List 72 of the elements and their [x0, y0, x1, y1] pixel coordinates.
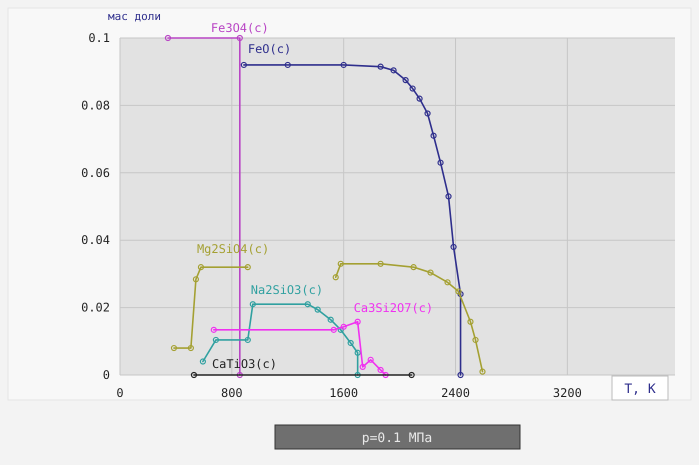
- point: [430, 132, 437, 139]
- series-label: FeO(c): [248, 42, 292, 56]
- series-label: Ca3Si2O7(c): [354, 300, 434, 315]
- y-axis-title: мас доли: [108, 10, 161, 23]
- point: [244, 264, 251, 270]
- point: [479, 368, 486, 375]
- point: [377, 64, 384, 70]
- point: [437, 160, 444, 166]
- x-tick-label: 1600: [329, 386, 358, 400]
- point: [354, 318, 361, 325]
- point: [457, 291, 464, 298]
- point: [330, 326, 337, 333]
- point: [354, 350, 361, 356]
- y-tick-label: 0.1: [88, 31, 110, 45]
- point: [354, 372, 361, 378]
- point: [236, 372, 243, 378]
- y-tick-label: 0.04: [81, 233, 110, 248]
- y-tick-label: 0.02: [81, 300, 110, 315]
- point: [427, 269, 434, 276]
- point: [457, 372, 464, 378]
- point: [190, 372, 198, 378]
- point: [382, 372, 389, 378]
- point: [455, 288, 462, 295]
- point: [314, 306, 321, 313]
- point: [340, 62, 347, 68]
- point: [328, 316, 334, 323]
- text: p=0.1 МПа: [362, 431, 432, 446]
- series-label: Na2SiO3(c): [250, 283, 324, 298]
- point: [377, 260, 384, 267]
- point: [472, 336, 479, 344]
- point: [467, 318, 474, 325]
- point: [244, 336, 251, 344]
- point: [284, 62, 291, 68]
- point: [192, 276, 200, 282]
- x-tick-label: 2400: [441, 386, 470, 400]
- point: [444, 279, 451, 286]
- point: [304, 301, 311, 308]
- point: [212, 336, 219, 344]
- series-label: Fe3O4(c): [210, 21, 269, 35]
- point: [188, 344, 194, 352]
- point: [408, 372, 415, 378]
- point: [170, 344, 178, 352]
- point: [390, 67, 397, 74]
- x-tick-label: 0: [116, 386, 124, 400]
- point: [200, 358, 206, 365]
- point: [250, 301, 256, 308]
- point: [348, 340, 354, 346]
- point: [450, 244, 457, 250]
- x-tick-label: 3200: [552, 386, 582, 400]
- point: [338, 326, 344, 333]
- point: [424, 110, 431, 117]
- point: [236, 34, 243, 42]
- point: [360, 364, 366, 370]
- x-tick-label: 800: [220, 386, 243, 400]
- point: [377, 366, 384, 374]
- point: [338, 260, 344, 267]
- point: [445, 193, 452, 200]
- y-tick-label: 0: [102, 368, 110, 382]
- point: [410, 85, 416, 92]
- point: [332, 274, 339, 280]
- point: [198, 264, 204, 270]
- point: [210, 326, 217, 333]
- point: [240, 62, 247, 68]
- point: [410, 264, 417, 270]
- point: [416, 96, 423, 102]
- point: [164, 34, 172, 42]
- point: [340, 324, 347, 330]
- y-tick-label: 0.08: [81, 98, 110, 112]
- y-tick-label: 0.06: [81, 166, 110, 180]
- point: [368, 356, 374, 363]
- x-axis-title: T, K: [624, 382, 656, 397]
- point: [402, 77, 409, 84]
